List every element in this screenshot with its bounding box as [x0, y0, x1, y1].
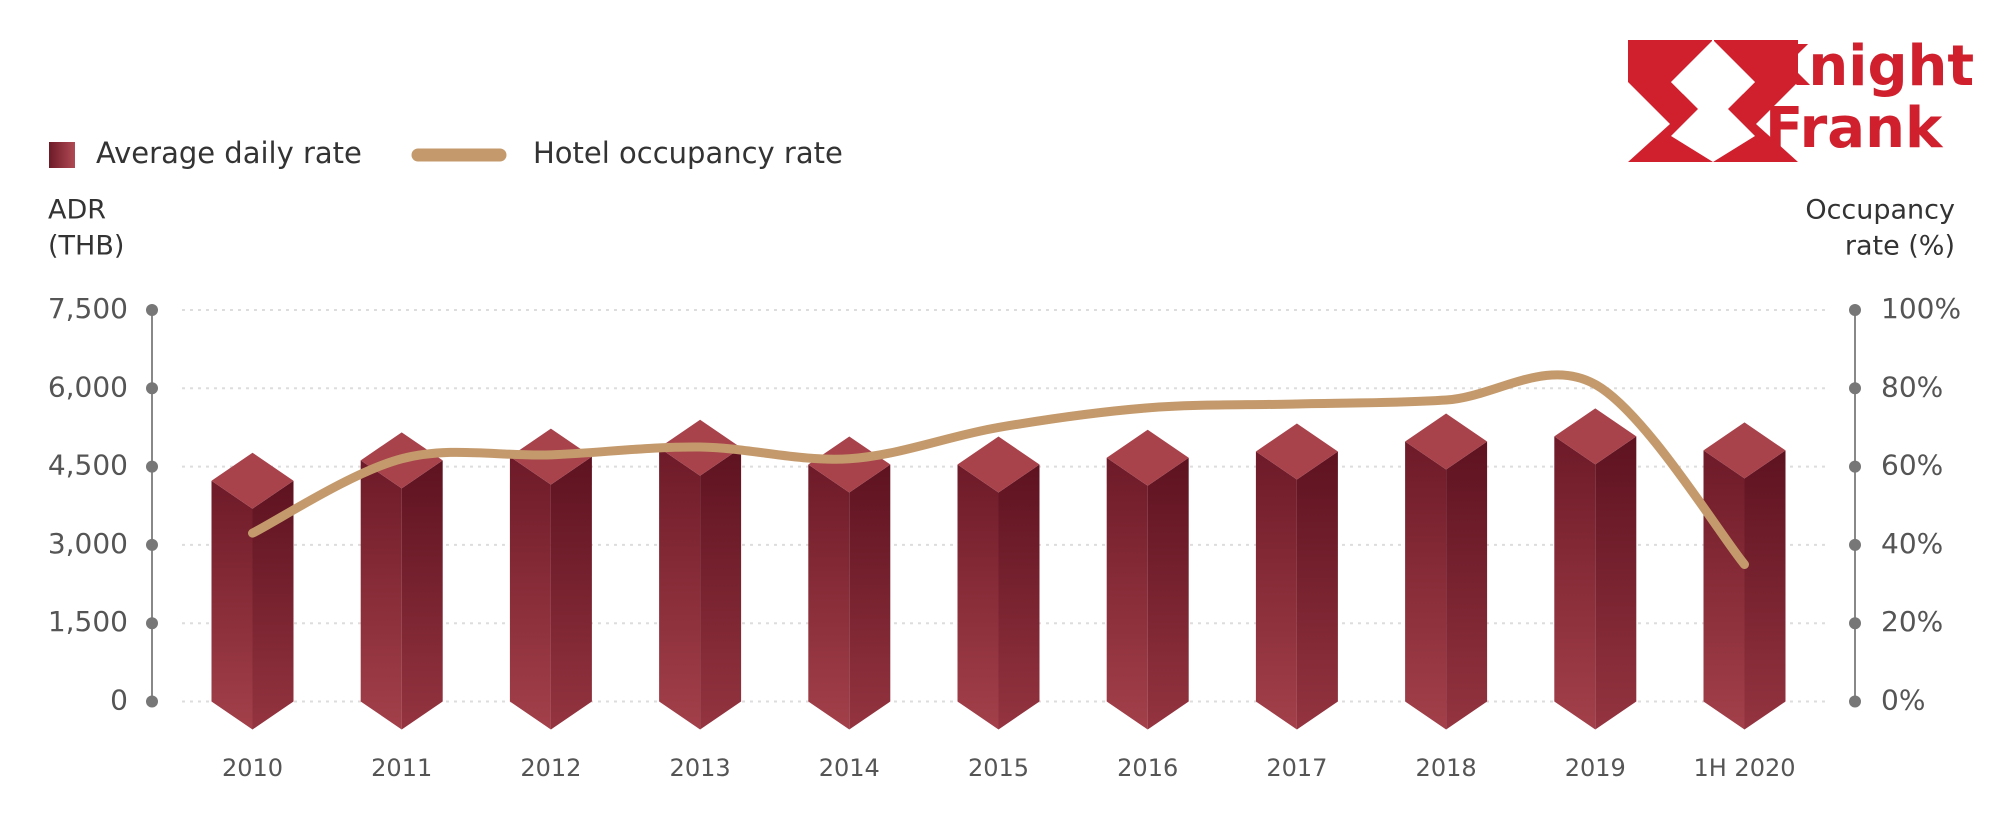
bar-side	[252, 480, 294, 730]
bar-top	[1255, 423, 1338, 480]
x-tick-label: 2014	[819, 754, 880, 782]
x-tick-label: 2017	[1266, 754, 1327, 782]
bar	[957, 436, 1040, 730]
x-tick-label: 2013	[670, 754, 731, 782]
y2-axis-label: rate (%)	[1845, 231, 1955, 262]
bar-top	[957, 436, 1040, 493]
x-tick-label: 2018	[1416, 754, 1477, 782]
tick-mark	[1849, 695, 1861, 708]
bar	[360, 432, 443, 730]
bar-side	[401, 460, 443, 730]
y-tick-label: 0	[110, 684, 128, 717]
bar-top	[1703, 422, 1786, 479]
x-tick-label: 2016	[1117, 754, 1178, 782]
bar-face	[211, 480, 253, 730]
y2-tick-label: 80%	[1881, 370, 1943, 403]
legend-label: Average daily rate	[96, 136, 362, 170]
bar-top	[1106, 429, 1189, 486]
tick-mark	[1849, 617, 1861, 630]
bar	[211, 452, 294, 730]
y-tick-label: 7,500	[48, 292, 128, 325]
tick-mark	[146, 617, 158, 630]
bar-side	[1147, 457, 1189, 730]
bar	[1703, 422, 1786, 730]
y-tick-label: 1,500	[48, 605, 128, 638]
bar-top	[1405, 413, 1488, 470]
x-tick-label: 1H 2020	[1693, 754, 1795, 782]
bar	[1405, 413, 1488, 730]
bar-side	[700, 447, 742, 730]
tick-mark	[1849, 304, 1861, 316]
tick-mark	[146, 538, 158, 551]
y2-tick-label: 40%	[1881, 527, 1943, 560]
y-tick-label: 3,000	[48, 527, 128, 560]
brand: Frank	[1765, 96, 1944, 161]
tick-mark	[146, 304, 158, 316]
y-axis-label: (THB)	[48, 231, 124, 262]
y2-tick-label: 0%	[1881, 684, 1925, 717]
logo: Knight Frank	[1628, 34, 1974, 162]
bar-face	[360, 460, 402, 730]
tick-mark	[146, 460, 158, 473]
bar	[1255, 423, 1338, 730]
legend-swatch	[49, 142, 75, 168]
bar	[509, 428, 592, 730]
tick-mark	[146, 382, 158, 395]
x-tick-label: 2011	[371, 754, 432, 782]
occupancy-line	[248, 370, 1749, 569]
y-tick-label: 4,500	[48, 449, 128, 482]
tick-mark	[1849, 460, 1861, 473]
bar-side	[1296, 451, 1338, 730]
bar-face	[957, 464, 999, 730]
bar	[659, 419, 742, 730]
bar-face	[1703, 450, 1745, 730]
x-tick-label: 2019	[1565, 754, 1626, 782]
y2-axis-label: Occupancy	[1805, 195, 1955, 226]
tick-mark	[146, 695, 158, 708]
bar-face	[1554, 436, 1596, 730]
bar-face	[1106, 457, 1148, 730]
x-tick-label: 2012	[520, 754, 581, 782]
bar-face	[509, 456, 551, 730]
logo-diamond	[1671, 94, 1755, 162]
bar-side	[998, 464, 1040, 730]
logo-diamond	[1628, 82, 1670, 162]
bar-face	[659, 447, 701, 730]
bar-side	[550, 456, 592, 730]
bar-top	[1554, 408, 1637, 465]
bar-face	[1405, 441, 1447, 730]
y2-tick-label: 20%	[1881, 605, 1943, 638]
bar-side	[1595, 436, 1637, 730]
bar	[1106, 429, 1189, 730]
bar	[1554, 408, 1637, 730]
logo-diamond	[1756, 82, 1798, 162]
x-tick-label: 2010	[222, 754, 283, 782]
brand: Knight	[1765, 34, 1974, 99]
bar	[808, 436, 891, 730]
bar-side	[1744, 450, 1786, 730]
logo-diamond	[1671, 40, 1755, 124]
bar-face	[808, 464, 850, 730]
bar-side	[849, 464, 891, 730]
y2-tick-label: 60%	[1881, 449, 1943, 482]
y-tick-label: 6,000	[48, 370, 128, 403]
bar-top	[211, 452, 294, 509]
bar-side	[1446, 441, 1488, 730]
y2-tick-label: 100%	[1881, 292, 1961, 325]
y-axis-label: ADR	[48, 195, 106, 226]
bar-top	[808, 436, 891, 493]
tick-mark	[1849, 382, 1861, 395]
x-tick-label: 2015	[968, 754, 1029, 782]
tick-mark	[1849, 538, 1861, 551]
bar-face	[1255, 451, 1297, 730]
legend-label: Hotel occupancy rate	[533, 136, 843, 170]
